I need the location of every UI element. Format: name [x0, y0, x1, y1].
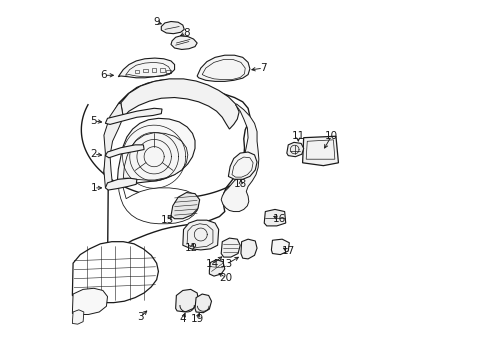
Polygon shape [118, 183, 198, 224]
Polygon shape [171, 36, 197, 49]
Text: 14: 14 [205, 259, 219, 269]
Text: 16: 16 [272, 214, 285, 224]
Bar [160, 68, 164, 72]
Text: 10: 10 [324, 131, 337, 141]
Polygon shape [72, 242, 158, 303]
Polygon shape [209, 260, 224, 276]
Bar [143, 69, 147, 72]
Polygon shape [105, 145, 144, 158]
Polygon shape [183, 220, 218, 250]
Polygon shape [105, 108, 162, 125]
Polygon shape [118, 58, 174, 78]
Polygon shape [72, 310, 83, 324]
Polygon shape [302, 136, 338, 166]
Polygon shape [171, 193, 199, 219]
Text: 19: 19 [190, 314, 203, 324]
Polygon shape [221, 238, 240, 257]
Bar [152, 68, 156, 72]
Polygon shape [221, 104, 258, 212]
Polygon shape [286, 142, 303, 157]
Text: 12: 12 [184, 243, 198, 253]
Text: 5: 5 [90, 116, 97, 126]
Polygon shape [271, 239, 289, 255]
Polygon shape [264, 210, 285, 226]
Polygon shape [241, 239, 257, 259]
Polygon shape [123, 133, 187, 180]
Text: 13: 13 [220, 259, 233, 269]
Polygon shape [228, 152, 257, 179]
Polygon shape [197, 55, 249, 81]
Text: 17: 17 [281, 246, 294, 256]
Bar [135, 69, 139, 73]
Polygon shape [175, 289, 198, 312]
Bar [166, 69, 170, 73]
Text: 1: 1 [90, 183, 97, 193]
Text: 18: 18 [234, 179, 247, 189]
Text: 2: 2 [90, 149, 97, 159]
Polygon shape [72, 288, 107, 315]
Text: 8: 8 [183, 28, 189, 38]
Text: 20: 20 [219, 273, 232, 283]
Polygon shape [195, 294, 211, 313]
Text: 3: 3 [137, 312, 143, 322]
Polygon shape [117, 118, 195, 184]
Text: 15: 15 [161, 215, 174, 225]
Text: 4: 4 [179, 314, 186, 324]
Text: 9: 9 [153, 17, 160, 27]
Polygon shape [104, 103, 123, 187]
Text: 6: 6 [101, 70, 107, 80]
Text: 11: 11 [291, 131, 305, 141]
Polygon shape [161, 22, 184, 34]
Polygon shape [105, 178, 137, 190]
Polygon shape [104, 80, 249, 270]
Polygon shape [121, 79, 239, 129]
Text: 7: 7 [259, 63, 266, 73]
